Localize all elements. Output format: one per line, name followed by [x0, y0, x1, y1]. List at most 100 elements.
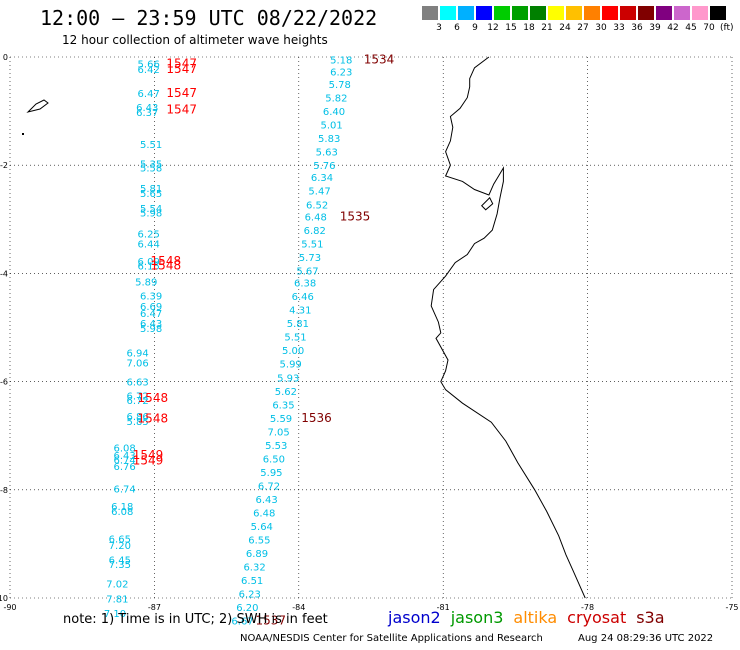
swh-value: 5.85: [126, 417, 148, 428]
swh-value: 6.50: [263, 454, 285, 465]
legend-jason3: jason3: [450, 608, 504, 627]
swh-value: 7.02: [106, 579, 128, 590]
swh-value: 6.89: [246, 549, 268, 560]
chart-title: 12:00 – 23:59 UTC 08/22/2022: [40, 6, 378, 30]
swh-value: 6.09: [138, 257, 160, 268]
swh-value: 6.23: [330, 68, 352, 79]
swh-value: 5.51: [284, 333, 306, 344]
pass-number: 1534: [364, 53, 395, 67]
swh-value: 6.43: [255, 495, 277, 506]
swh-value: 6.63: [126, 378, 148, 389]
coastline-path: [430, 56, 586, 599]
swh-value: 6.43: [113, 451, 135, 462]
scale-swatch: [440, 6, 456, 20]
scale-swatch: [530, 6, 546, 20]
scale-label: 70: [703, 23, 715, 33]
swh-value: 6.65: [109, 534, 131, 545]
island-outline: [480, 196, 494, 211]
swh-value: 6.38: [294, 279, 316, 290]
swh-value: 7.06: [126, 359, 148, 370]
satellite-legend: jason2 jason3 altika cryosat s3a: [388, 608, 675, 627]
swh-value: 6.86: [126, 412, 148, 423]
scale-label: 3: [436, 23, 442, 33]
lon-tick-label: -78: [581, 603, 594, 612]
scale-label: 12: [487, 23, 499, 33]
scale-label: 36: [631, 23, 643, 33]
swh-value: 6.20: [236, 603, 258, 614]
swh-value: 5.67: [296, 267, 318, 278]
scale-label: 42: [667, 23, 679, 33]
lat-tick-label: 0: [3, 53, 8, 62]
swh-value: 6.34: [311, 173, 333, 184]
map-grid: [9, 56, 733, 599]
scale-swatch: [602, 6, 618, 20]
swh-value: 6.15: [138, 261, 160, 272]
lon-tick-label: -87: [148, 603, 161, 612]
pass-number: 1535: [340, 210, 371, 224]
swh-value: 6.67: [231, 617, 253, 628]
pass-number: 1537: [255, 614, 286, 628]
swh-value: 6.72: [258, 481, 280, 492]
swh-value: 5.01: [320, 121, 342, 132]
lat-tick-label: -8: [0, 486, 8, 495]
pass-number: 1548: [138, 411, 169, 425]
swh-value: 6.74: [113, 456, 135, 467]
swh-value: 6.35: [272, 400, 294, 411]
swh-value: 5.65: [140, 189, 162, 200]
scale-swatch: [548, 6, 564, 20]
swh-value: 6.08: [113, 444, 135, 455]
swh-value: 6.82: [304, 226, 326, 237]
scale-label: 39: [649, 23, 661, 33]
swh-value: 5.51: [301, 240, 323, 251]
scale-label: 18: [523, 23, 535, 33]
scale-swatch: [566, 6, 582, 20]
swh-value: 5.89: [135, 278, 157, 289]
swh-value: 5.78: [329, 80, 351, 91]
swh-value: 7.35: [109, 560, 131, 571]
swh-value: 6.74: [113, 485, 135, 496]
swh-value: 5.99: [280, 360, 302, 371]
swh-value: 5.81: [140, 184, 162, 195]
swh-value: 5.82: [325, 94, 347, 105]
legend-cryosat: cryosat: [567, 608, 627, 627]
lat-tick-label: -4: [0, 269, 8, 278]
scale-label: 15: [505, 23, 517, 33]
scale-label: 30: [595, 23, 607, 33]
swh-value: 5.93: [277, 373, 299, 384]
swh-value: 6.48: [305, 213, 327, 224]
swh-value: 5.58: [140, 163, 162, 174]
scale-swatch: [494, 6, 510, 20]
lon-tick-label: -75: [725, 603, 738, 612]
legend-jason2: jason2: [388, 608, 441, 627]
swh-value: 5.62: [275, 387, 297, 398]
pass-number: 1547: [166, 102, 197, 116]
pass-number: 1548: [151, 254, 182, 268]
pass-number: 1548: [151, 258, 182, 272]
lat-tick-label: -10: [0, 594, 8, 603]
axis-ticks: -90 -87 -84 -81 -78 -75 0 -2 -4 -6 -8 -10: [0, 53, 739, 612]
island-outline: [22, 133, 24, 135]
generated-timestamp: Aug 24 08:29:36 UTC 2022: [578, 633, 714, 644]
lon-tick-label: -81: [437, 603, 450, 612]
lat-tick-label: -2: [0, 161, 8, 170]
swh-value: 6.40: [323, 107, 345, 118]
scale-swatch: [638, 6, 654, 20]
legend-altika: altika: [513, 608, 558, 627]
lon-tick-label: -84: [292, 603, 305, 612]
scale-swatch: [512, 6, 528, 20]
swh-value: 5.53: [265, 441, 287, 452]
swh-value: 6.47: [138, 89, 160, 100]
swh-value: 6.43: [140, 319, 162, 330]
scale-label: 24: [559, 23, 571, 33]
swh-value: 7.81: [106, 595, 128, 606]
swh-value: 6.32: [243, 563, 265, 574]
swh-value: 5.76: [313, 161, 335, 172]
scale-label: 9: [472, 23, 478, 33]
swh-value: 5.98: [140, 324, 162, 335]
chart-subtitle: 12 hour collection of altimeter wave hei…: [62, 33, 328, 47]
swh-value: 6.37: [136, 108, 158, 119]
swh-value: 5.18: [330, 56, 352, 67]
pass-number: 1536: [301, 411, 332, 425]
swh-value: 5.35: [140, 160, 162, 171]
